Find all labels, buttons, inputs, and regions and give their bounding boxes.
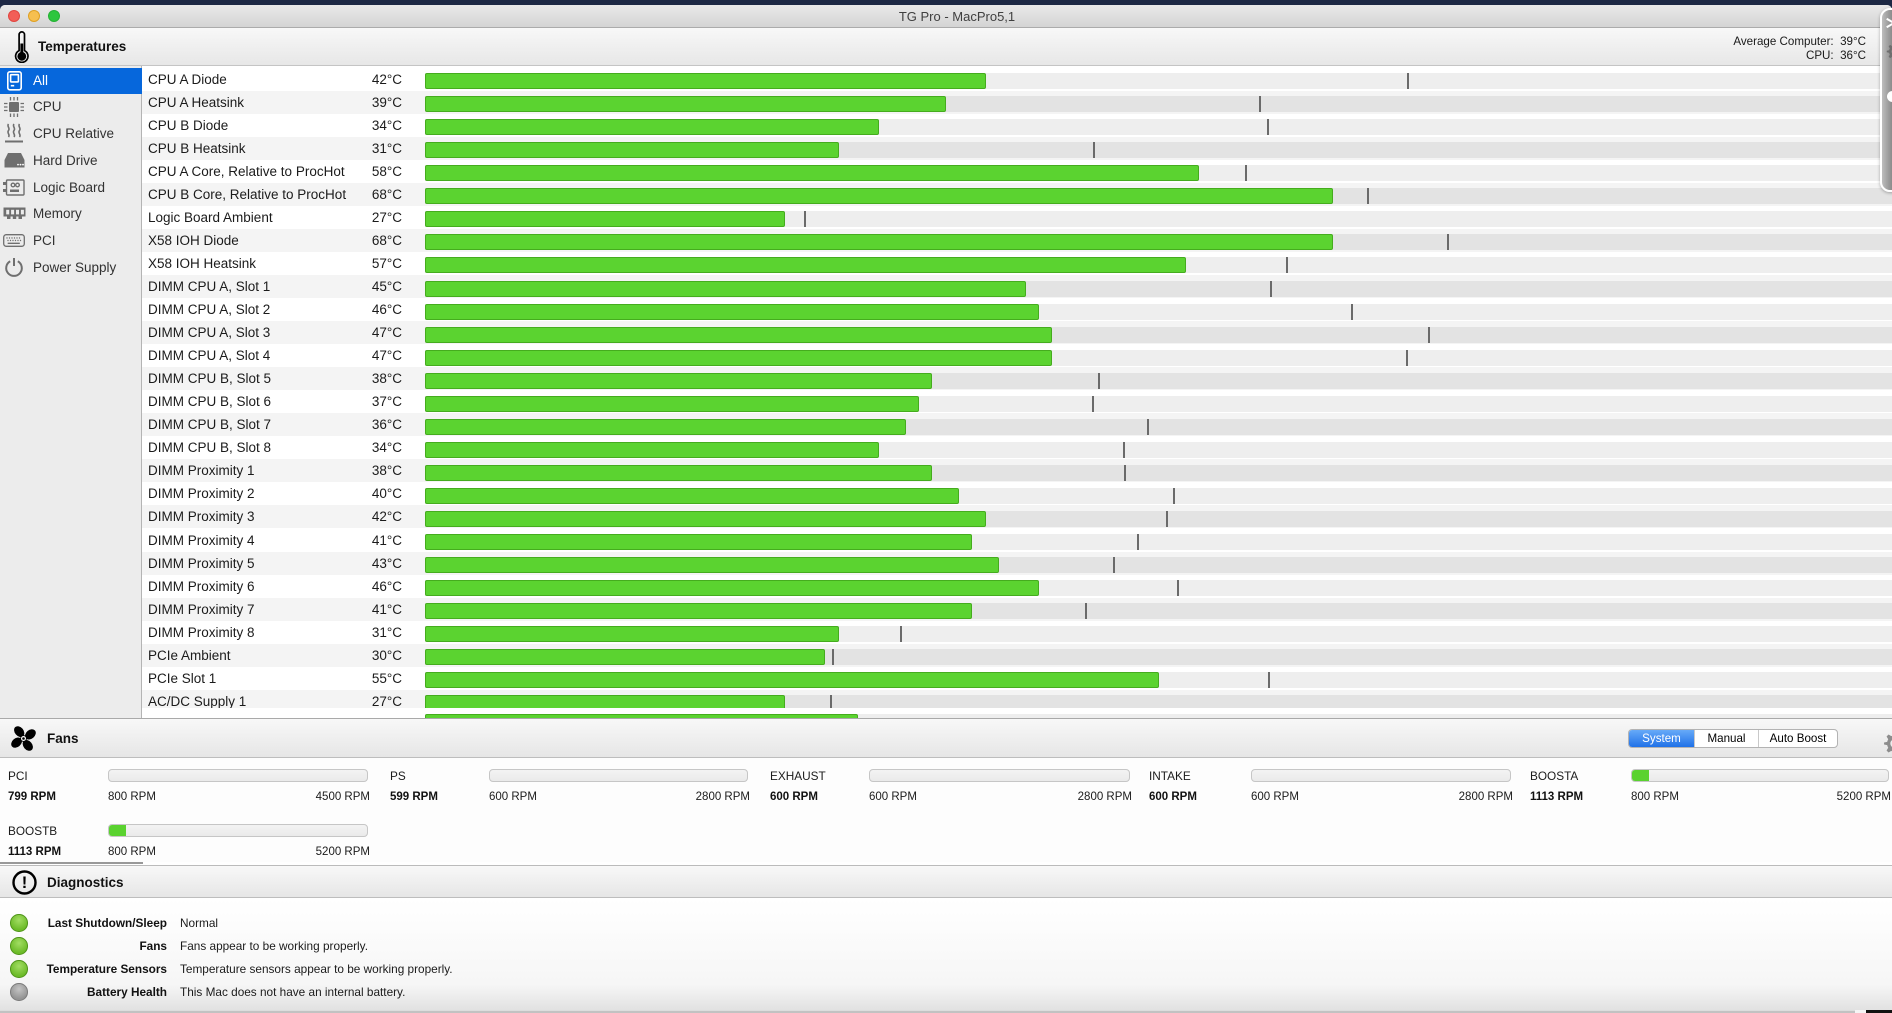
svg-text:!: ! <box>22 874 28 892</box>
